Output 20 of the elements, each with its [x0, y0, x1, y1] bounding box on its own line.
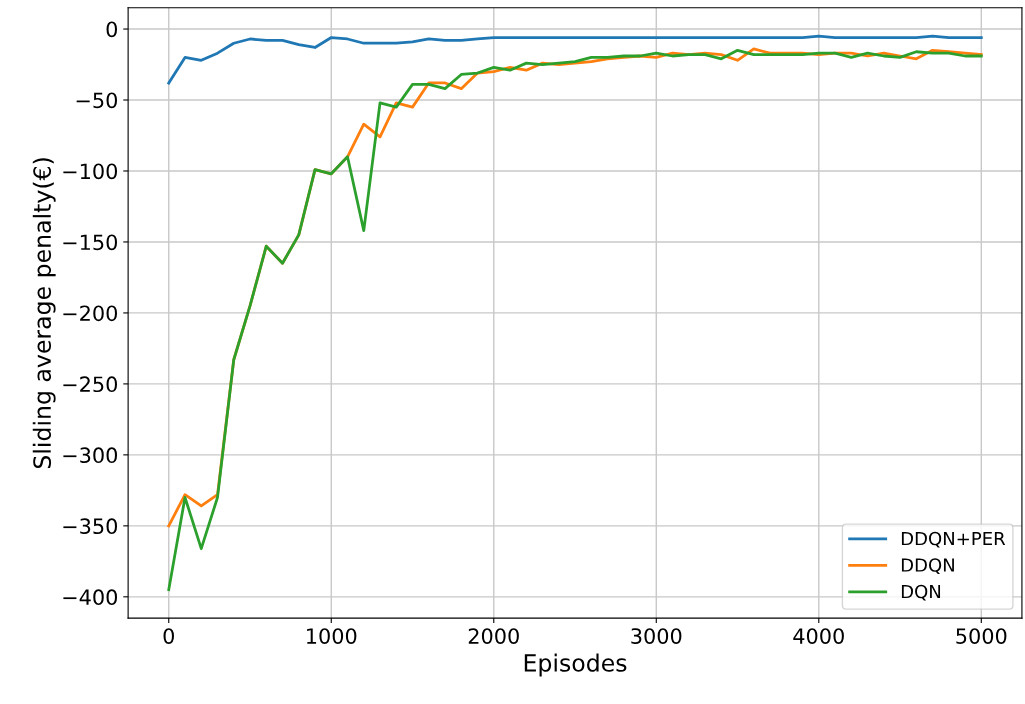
y-axis-title: Sliding average penalty(€)	[32, 158, 56, 469]
x-axis-title: Episodes	[524, 653, 627, 677]
y-tick-label: −300	[63, 447, 118, 464]
legend-label: DQN	[901, 584, 941, 601]
legend-label: DDQN+PER	[901, 531, 1006, 548]
y-tick-label: −200	[63, 305, 118, 322]
x-tick-label: 1000	[307, 628, 357, 644]
x-tick-label: 4000	[793, 628, 844, 644]
y-tick-label: −250	[63, 376, 118, 393]
y-tick-label: −100	[63, 163, 118, 180]
x-tick-label: 2000	[468, 628, 519, 644]
x-tick-label: 0	[163, 628, 174, 644]
x-tick-label: 5000	[956, 628, 1007, 644]
y-tick-label: −400	[63, 589, 118, 606]
y-tick-label: 0	[106, 21, 118, 38]
legend-label: DDQN	[901, 558, 954, 574]
y-tick-label: −350	[63, 518, 118, 535]
y-tick-label: −150	[63, 234, 118, 251]
x-tick-label: 3000	[631, 628, 682, 644]
y-tick-label: −50	[76, 92, 118, 109]
